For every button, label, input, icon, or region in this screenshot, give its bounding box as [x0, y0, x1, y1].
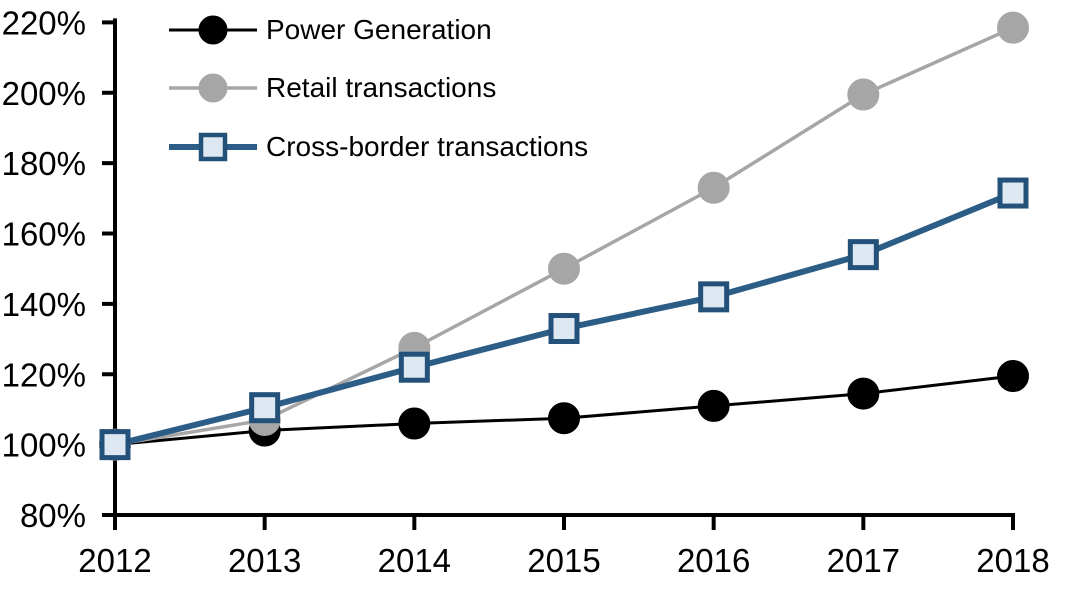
x-tick-label-2012: 2012 — [78, 542, 151, 579]
x-tick-label-2013: 2013 — [228, 542, 301, 579]
legend-item-power-generation: Power Generation — [167, 13, 492, 47]
legend-item-retail-transactions: Retail transactions — [167, 71, 496, 105]
x-tick-label-2016: 2016 — [677, 542, 750, 579]
series-cross-border-transactions-marker-2016 — [698, 281, 730, 313]
legend-item-cross-border-transactions: Cross-border transactions — [167, 130, 588, 164]
series-retail-transactions-marker-2015 — [548, 252, 580, 285]
series-power-generation-marker-2016 — [697, 389, 730, 422]
series-power-generation-marker-2015 — [548, 402, 580, 435]
series-cross-border-transactions-marker-2014 — [398, 351, 430, 383]
series-power-generation-marker-2018 — [997, 360, 1029, 393]
y-tick-label-140%: 140% — [2, 286, 86, 323]
x-tick-label-2014: 2014 — [378, 542, 451, 579]
legend-label-power-generation: Power Generation — [266, 14, 492, 45]
y-tick-label-220%: 220% — [2, 4, 86, 41]
y-tick-label-80%: 80% — [20, 497, 86, 534]
series-retail-transactions-marker-2017 — [847, 78, 880, 111]
series-power-generation-marker-2017 — [847, 377, 880, 410]
y-tick-label-120%: 120% — [2, 356, 86, 393]
series-cross-border-transactions-marker-2012 — [99, 429, 131, 461]
legend-marker-power-generation-icon — [167, 13, 259, 47]
y-tick-label-160%: 160% — [2, 216, 86, 253]
series-cross-border-transactions-marker-2013 — [249, 392, 281, 424]
series-retail-transactions-marker-2016 — [697, 171, 730, 204]
y-tick-label-200%: 200% — [2, 75, 86, 112]
series-cross-border-transactions-marker-2017 — [847, 239, 879, 271]
legend-label-retail-transactions: Retail transactions — [266, 72, 497, 103]
legend-marker-retail-transactions-icon — [167, 71, 259, 105]
x-tick-label-2015: 2015 — [527, 542, 600, 579]
series-cross-border-transactions-marker-2015 — [548, 313, 580, 345]
legend-marker-cross-border-transactions-icon — [167, 130, 259, 164]
legend-label-cross-border-transactions: Cross-border transactions — [266, 131, 589, 162]
y-tick-label-100%: 100% — [2, 427, 86, 464]
x-tick-label-2018: 2018 — [976, 542, 1049, 579]
series-power-generation-marker-2014 — [398, 407, 431, 440]
y-tick-label-180%: 180% — [2, 145, 86, 182]
series-retail-transactions-marker-2018 — [997, 11, 1029, 44]
x-tick-label-2017: 2017 — [827, 542, 900, 579]
series-cross-border-transactions-marker-2018 — [997, 177, 1029, 209]
